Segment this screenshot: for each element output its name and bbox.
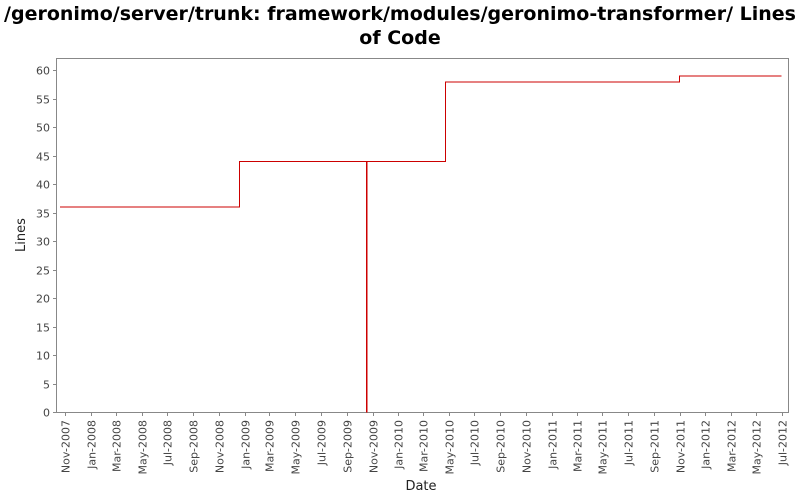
x-tick-label: Jan-2011	[547, 420, 560, 470]
x-tick-label: Nov-2008	[214, 420, 227, 473]
y-tick-label: 5	[43, 379, 50, 392]
x-tick-label: Mar-2008	[111, 420, 124, 472]
x-tick-label: Mar-2010	[418, 420, 431, 472]
x-tick-label: Jan-2012	[700, 420, 713, 470]
x-tick-label: Jan-2008	[86, 420, 99, 470]
x-tick-label: Sep-2009	[342, 420, 355, 473]
series-line	[59, 75, 782, 413]
plot-area	[56, 58, 789, 413]
x-tick-label: Jul-2010	[469, 420, 482, 466]
x-tick-label: Mar-2011	[572, 420, 585, 472]
x-tick-label: Jul-2011	[623, 420, 636, 466]
y-tick-label: 50	[36, 122, 50, 135]
x-tick-label: Jan-2010	[393, 420, 406, 470]
y-tick-label: 45	[36, 151, 50, 164]
x-tick-label: May-2010	[444, 420, 457, 475]
x-tick-label: May-2011	[597, 420, 610, 475]
x-tick-label: May-2012	[751, 420, 764, 475]
y-tick-label: 15	[36, 322, 50, 335]
y-tick-label: 60	[36, 65, 50, 78]
x-tick-label: Nov-2010	[521, 420, 534, 473]
x-tick-label: Jul-2012	[777, 420, 790, 466]
x-tick-label: Mar-2012	[726, 420, 739, 472]
y-tick-label: 40	[36, 179, 50, 192]
y-tick-label: 0	[43, 407, 50, 420]
y-tick-label: 55	[36, 94, 50, 107]
x-tick-label: Jan-2009	[240, 420, 253, 470]
y-tick-label: 25	[36, 265, 50, 278]
series-layer	[59, 75, 782, 413]
x-tick-label: Sep-2011	[649, 420, 662, 473]
y-axis: 0 5 10 15 20 25 30 35 40 45 50 55 60	[36, 65, 57, 420]
y-tick-label: 30	[36, 236, 50, 249]
x-tick-label: Nov-2011	[675, 420, 688, 473]
x-tick-label: Mar-2009	[264, 420, 277, 472]
y-tick-label: 35	[36, 208, 50, 221]
y-axis-label: Lines	[14, 218, 29, 252]
x-tick-label: Nov-2009	[368, 420, 381, 473]
chart-title: /geronimo/server/trunk: framework/module…	[4, 3, 796, 49]
x-tick-label: May-2009	[290, 420, 303, 475]
y-tick-label: 10	[36, 350, 50, 363]
y-tick-label: 20	[36, 293, 50, 306]
x-tick-label: Jul-2009	[316, 420, 329, 466]
x-tick-label: Nov-2007	[60, 420, 73, 473]
x-tick-label: Sep-2008	[188, 420, 201, 473]
x-axis-label: Date	[405, 479, 436, 494]
x-tick-label: Jul-2008	[162, 420, 175, 466]
x-axis: Nov-2007 Jan-2008 Mar-2008 May-2008 Jul-2008…	[60, 412, 790, 475]
x-tick-label: May-2008	[137, 420, 150, 475]
x-tick-label: Sep-2010	[495, 420, 508, 473]
